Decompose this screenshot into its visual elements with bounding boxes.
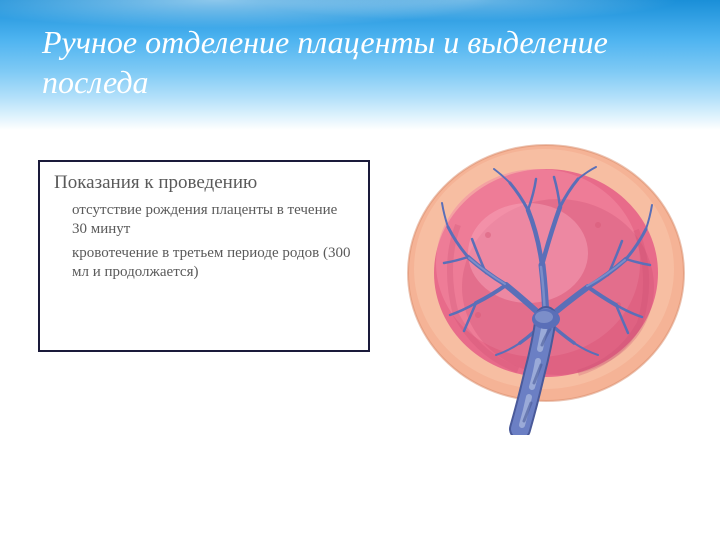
box-item: отсутствие рождения плаценты в течение 3… [72,201,354,240]
slide-title: Ручное отделение плаценты и выделение по… [42,22,680,102]
indications-box: Показания к проведению отсутствие рожден… [38,160,370,352]
box-heading: Показания к проведению [54,172,354,195]
box-item: кровотечение в третьем периоде родов (30… [72,244,354,283]
placenta-illustration [398,135,693,435]
